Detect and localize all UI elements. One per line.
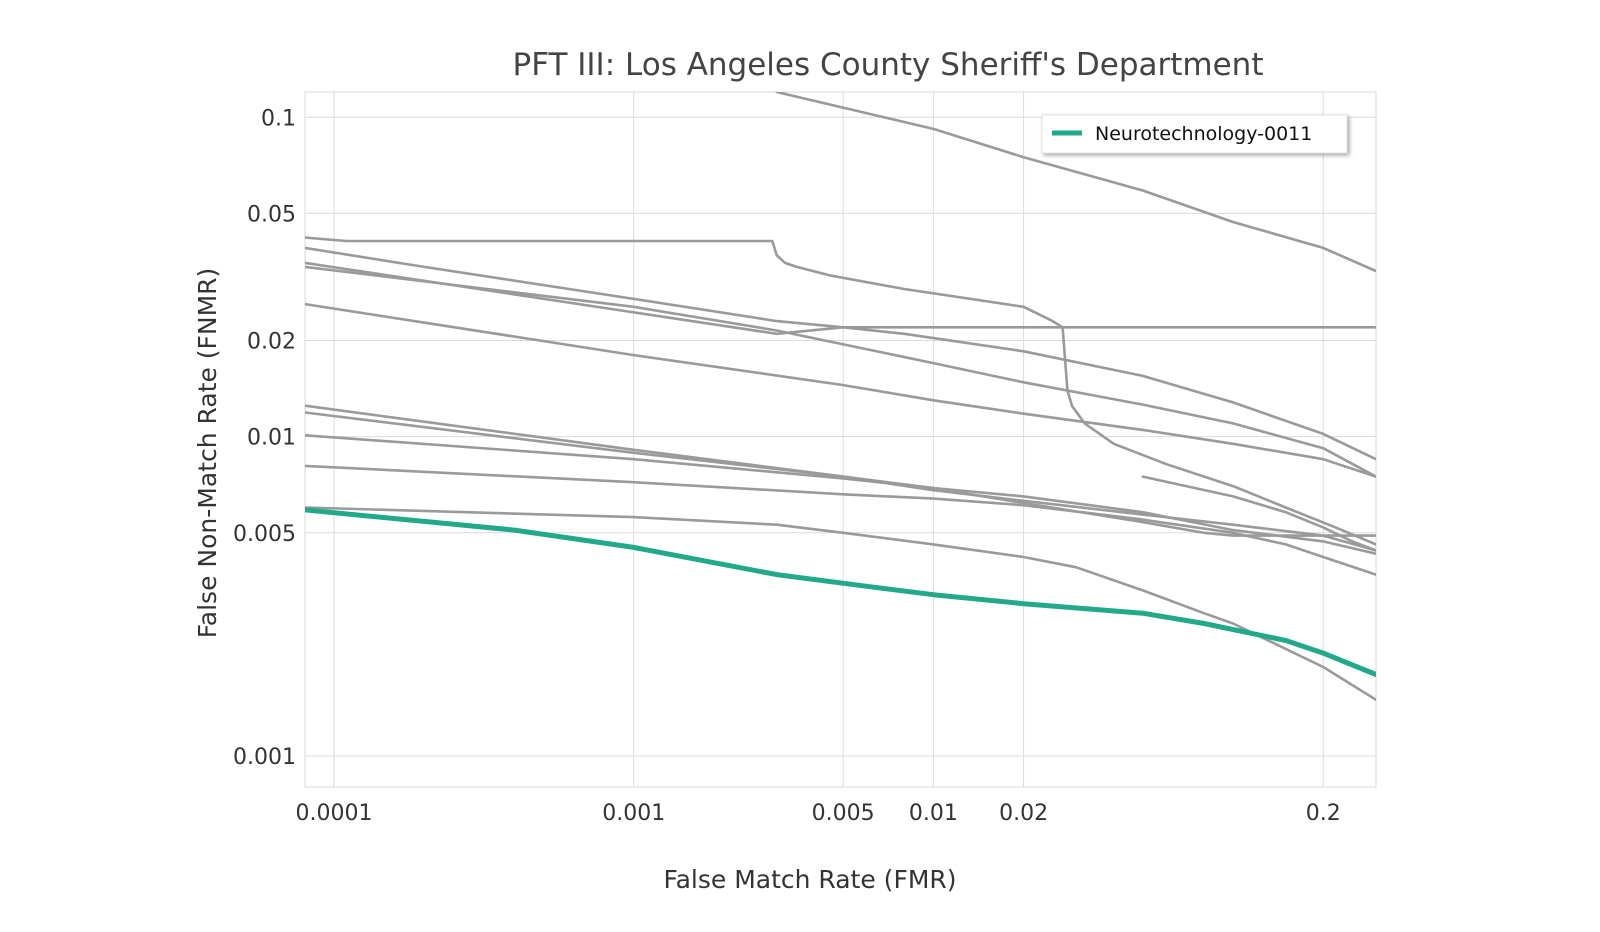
series-line-comparison-11 bbox=[305, 506, 1376, 702]
legend-box bbox=[1041, 114, 1348, 154]
y-tick-label: 0.005 bbox=[233, 522, 296, 547]
x-tick-label: 0.0001 bbox=[296, 801, 373, 826]
y-axis-ticks: 0.1 0.05 0.02 0.01 0.005 0.001 bbox=[233, 106, 296, 770]
y-axis-title: False Non-Match Rate (FNMR) bbox=[193, 268, 222, 639]
series-line-comparison-9 bbox=[305, 434, 1376, 537]
series-line-comparison-3 bbox=[305, 246, 1376, 461]
series-line-comparison-12 bbox=[1141, 475, 1376, 552]
y-tick-label: 0.05 bbox=[247, 202, 296, 227]
legend-label-neurotechnology-0011: Neurotechnology-0011 bbox=[1095, 123, 1312, 145]
plot-area-frame bbox=[304, 91, 1377, 788]
series-line-comparison-6 bbox=[305, 302, 1376, 478]
series-line-comparison-2 bbox=[305, 236, 1376, 546]
x-tick-label: 0.01 bbox=[909, 801, 958, 826]
series-line-comparison-7 bbox=[305, 404, 1376, 552]
x-tick-label: 0.02 bbox=[999, 801, 1048, 826]
x-tick-label: 0.2 bbox=[1306, 801, 1341, 826]
x-axis-ticks: 0.0001 0.001 0.005 0.01 0.02 0.2 bbox=[296, 801, 1341, 826]
legend: Neurotechnology-0011 bbox=[1041, 114, 1348, 154]
chart-title: PFT III: Los Angeles County Sheriff's De… bbox=[513, 47, 1264, 83]
y-tick-label: 0.001 bbox=[233, 745, 296, 770]
series-line-comparison-4 bbox=[305, 261, 1376, 336]
series-line-comparison-5 bbox=[305, 265, 1376, 478]
x-tick-label: 0.001 bbox=[602, 801, 665, 826]
y-tick-label: 0.1 bbox=[261, 106, 296, 131]
y-tick-label: 0.02 bbox=[247, 330, 296, 355]
series-line-neurotechnology-0011 bbox=[305, 507, 1376, 677]
x-axis-title: False Match Rate (FMR) bbox=[663, 865, 956, 894]
series-line-comparison-8 bbox=[305, 411, 1376, 555]
x-tick-label: 0.005 bbox=[812, 801, 875, 826]
series-group bbox=[305, 92, 1376, 702]
y-tick-label: 0.01 bbox=[247, 426, 296, 451]
series-line-comparison-10 bbox=[305, 464, 1376, 576]
series-line-comparison-1 bbox=[775, 92, 1376, 273]
grid bbox=[305, 92, 1376, 787]
